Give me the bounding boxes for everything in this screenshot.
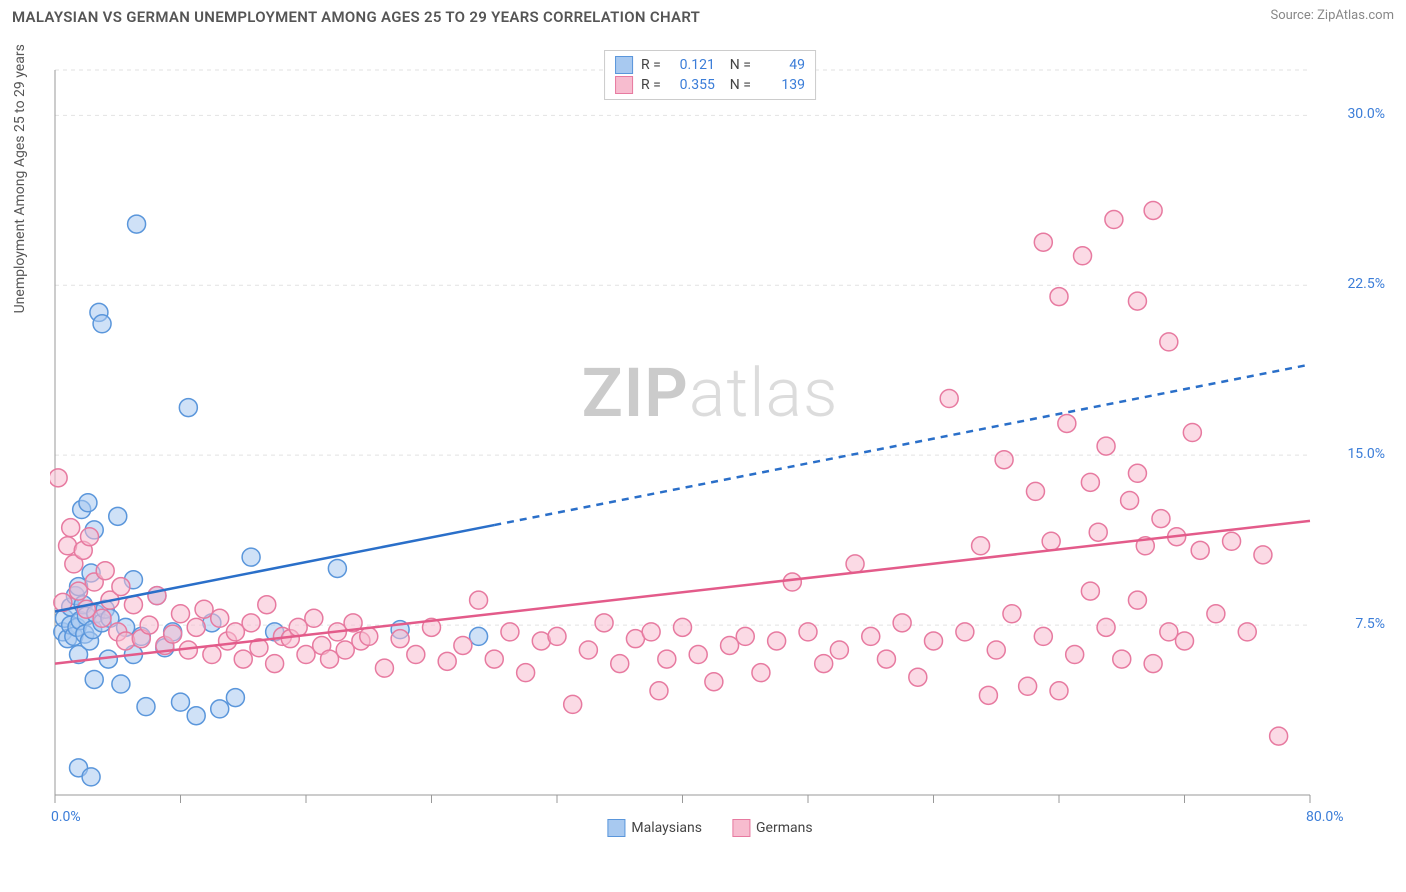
legend-n-label: N =: [723, 77, 751, 93]
x-tick-label: 0.0%: [51, 809, 81, 825]
scatter-plot: [50, 45, 1370, 835]
y-tick-label: 15.0%: [1347, 446, 1385, 462]
chart-header: MALAYSIAN VS GERMAN UNEMPLOYMENT AMONG A…: [0, 0, 1406, 26]
y-axis-title: Unemployment Among Ages 25 to 29 years: [12, 44, 28, 313]
legend-r-value: 0.121: [669, 57, 715, 73]
legend-correlation-row: R = 0.121 N = 49: [615, 55, 805, 75]
legend-n-value: 139: [759, 77, 805, 93]
y-tick-label: 22.5%: [1347, 276, 1385, 292]
legend-series: Malaysians Germans: [607, 819, 812, 837]
source-attribution: Source: ZipAtlas.com: [1270, 8, 1394, 23]
legend-series-item: Germans: [732, 819, 813, 837]
legend-swatch: [615, 56, 633, 74]
legend-n-label: N =: [723, 57, 751, 73]
legend-swatch: [732, 819, 750, 837]
legend-swatch: [615, 76, 633, 94]
y-tick-label: 7.5%: [1355, 616, 1385, 632]
legend-r-label: R =: [641, 57, 661, 73]
legend-r-label: R =: [641, 77, 661, 93]
chart-title: MALAYSIAN VS GERMAN UNEMPLOYMENT AMONG A…: [12, 8, 700, 26]
legend-correlation-box: R = 0.121 N = 49 R = 0.355 N = 139: [604, 50, 816, 100]
x-tick-label: 80.0%: [1306, 809, 1344, 825]
legend-n-value: 49: [759, 57, 805, 73]
legend-correlation-row: R = 0.355 N = 139: [615, 75, 805, 95]
legend-swatch: [607, 819, 625, 837]
legend-r-value: 0.355: [669, 77, 715, 93]
legend-series-label: Germans: [756, 820, 813, 836]
y-tick-label: 30.0%: [1347, 106, 1385, 122]
legend-series-label: Malaysians: [631, 820, 702, 836]
chart-area: Unemployment Among Ages 25 to 29 years Z…: [50, 45, 1370, 835]
legend-series-item: Malaysians: [607, 819, 702, 837]
